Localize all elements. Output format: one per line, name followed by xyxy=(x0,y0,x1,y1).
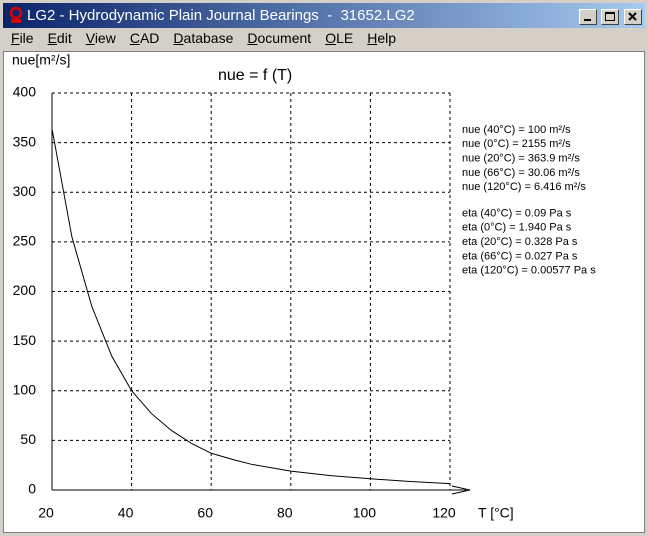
minimize-button[interactable] xyxy=(579,9,597,25)
app-icon xyxy=(9,6,23,23)
annotation: eta (0°C) = 1.940 Pa s xyxy=(462,222,572,234)
maximize-button[interactable] xyxy=(601,9,619,25)
annotation: nue (66°C) = 30.06 m²/s xyxy=(462,167,580,179)
menu-item[interactable]: Edit xyxy=(47,30,72,46)
annotation: nue (0°C) = 2155 m²/s xyxy=(462,138,571,150)
y-tick-label: 200 xyxy=(13,282,37,298)
menu-item[interactable]: Help xyxy=(367,30,397,46)
window-title: LG2 - Hydrodynamic Plain Journal Bearing… xyxy=(27,7,415,24)
menu-item[interactable]: Document xyxy=(247,30,312,46)
chart-title: nue = f (T) xyxy=(218,67,292,84)
y-tick-label: 100 xyxy=(13,381,37,397)
menu-bar: File Edit View CAD Database Document OLE Help xyxy=(4,29,403,49)
title-bar: LG2 - Hydrodynamic Plain Journal Bearing… xyxy=(3,3,645,28)
x-tick-label: 60 xyxy=(197,505,213,521)
menu-item[interactable]: OLE xyxy=(325,30,354,46)
x-tick-label: 40 xyxy=(118,505,134,521)
annotation: nue (40°C) = 100 m²/s xyxy=(462,124,571,136)
y-tick-label: 150 xyxy=(13,332,37,348)
x-axis-label: T [°C] xyxy=(478,505,514,521)
annotation: eta (40°C) = 0.09 Pa s xyxy=(462,207,572,219)
menu-item[interactable]: Database xyxy=(173,30,234,46)
axis-arrow xyxy=(451,485,471,495)
y-tick-label: 50 xyxy=(20,431,36,447)
y-tick-label: 400 xyxy=(13,84,37,100)
close-button[interactable] xyxy=(624,9,642,25)
annotation: nue (20°C) = 363.9 m²/s xyxy=(462,153,580,165)
y-tick-label: 300 xyxy=(13,183,37,199)
y-tick-label: 350 xyxy=(13,133,37,149)
annotation: nue (120°C) = 6.416 m²/s xyxy=(462,181,586,193)
y-axis-label: nue[m²/s] xyxy=(12,52,70,68)
menu-item[interactable]: File xyxy=(11,30,34,46)
annotation: eta (120°C) = 0.00577 Pa s xyxy=(462,265,596,277)
menu-item[interactable]: CAD xyxy=(129,30,160,46)
x-tick-label: 120 xyxy=(432,505,456,521)
x-tick-label: 80 xyxy=(277,505,293,521)
annotation: eta (20°C) = 0.328 Pa s xyxy=(462,236,578,248)
curve xyxy=(51,128,451,485)
x-tick-label: 20 xyxy=(38,505,54,521)
y-tick-label: 250 xyxy=(13,233,37,249)
x-tick-label: 100 xyxy=(353,505,377,521)
annotation: eta (66°C) = 0.027 Pa s xyxy=(462,250,578,262)
menu-item[interactable]: View xyxy=(85,30,116,46)
y-tick-label: 0 xyxy=(28,481,36,497)
